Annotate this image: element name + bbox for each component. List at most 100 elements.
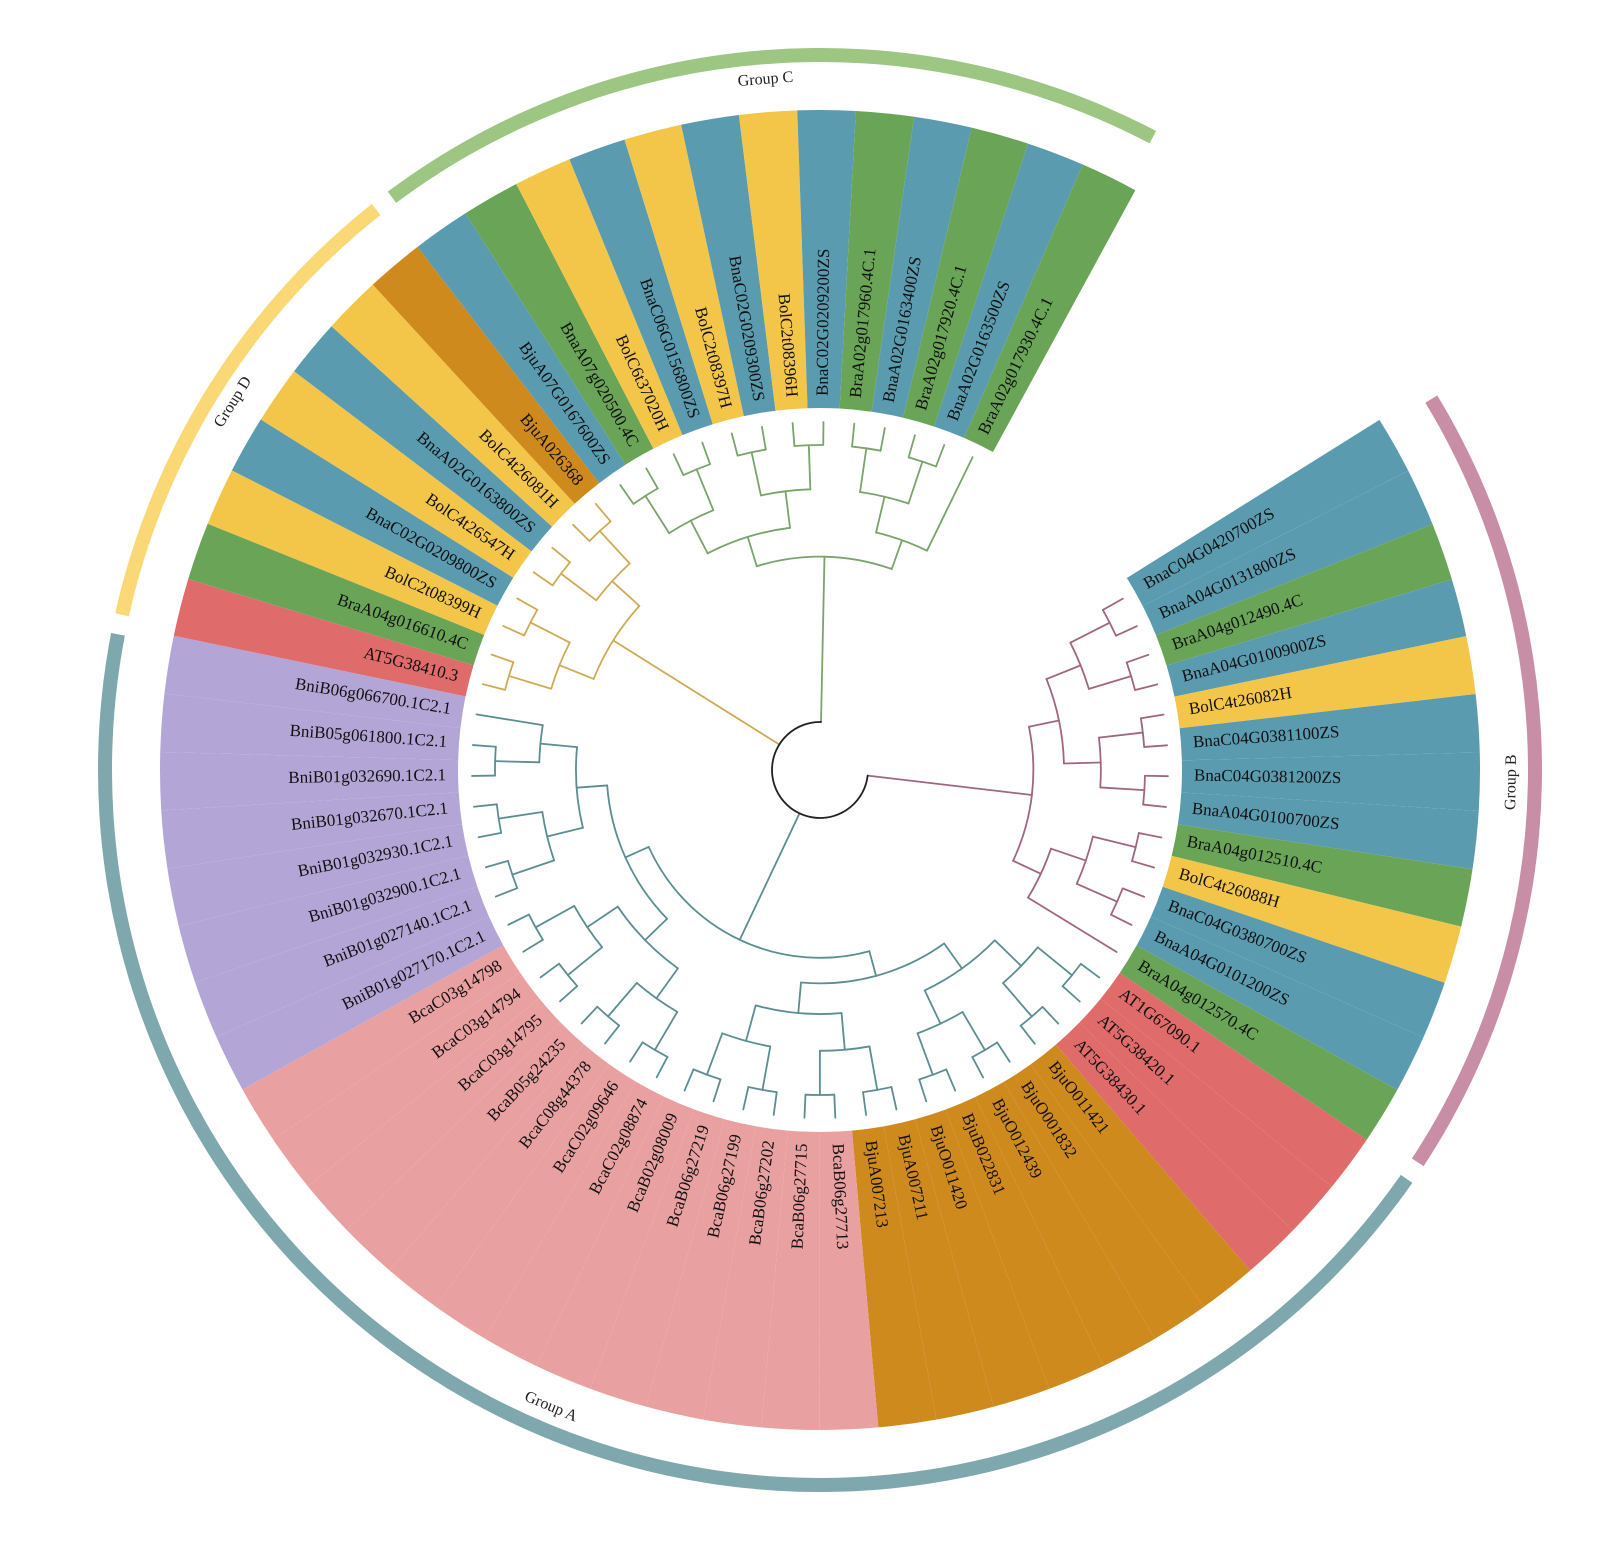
branch <box>791 422 796 447</box>
species-color-sectors <box>160 110 1480 1431</box>
branch <box>539 742 578 749</box>
species-sector <box>1179 693 1480 761</box>
leaf-label: BcaB06g27715 <box>787 1143 811 1250</box>
species-sector <box>178 855 478 983</box>
species-sector <box>1003 1064 1205 1339</box>
branch <box>945 1068 957 1092</box>
branch <box>1028 719 1060 728</box>
branch <box>594 502 612 523</box>
branch <box>797 981 802 1014</box>
species-sector <box>294 326 553 552</box>
branch <box>1142 803 1167 808</box>
branch <box>784 490 791 529</box>
branch <box>996 1041 1011 1063</box>
species-sector <box>1162 855 1462 983</box>
branch <box>706 1032 724 1076</box>
branch <box>1061 985 1081 1003</box>
species-sector <box>242 945 521 1140</box>
branch <box>551 546 571 564</box>
branch <box>961 1011 986 1051</box>
species-sector <box>1030 1044 1251 1307</box>
branch <box>532 571 554 587</box>
branch <box>575 784 609 789</box>
branch <box>494 760 541 764</box>
branch <box>619 484 635 505</box>
branch <box>580 1005 599 1025</box>
branch <box>1110 913 1133 926</box>
species-sector <box>797 110 856 409</box>
branch <box>993 939 1023 967</box>
branch <box>750 451 762 497</box>
species-sector <box>273 972 540 1187</box>
branch <box>516 597 539 611</box>
species-sector <box>417 213 626 484</box>
branch <box>859 447 868 493</box>
branch <box>655 1056 669 1079</box>
branch <box>833 1093 837 1119</box>
species-sector <box>1171 824 1473 927</box>
branch <box>1036 946 1073 977</box>
species-sector <box>839 110 915 412</box>
species-sector <box>195 886 489 1038</box>
branch <box>730 432 739 457</box>
branch <box>1063 761 1102 765</box>
species-sector <box>164 635 466 729</box>
branch <box>746 536 758 568</box>
species-sector <box>819 1130 879 1431</box>
species-sector <box>1079 998 1332 1231</box>
branch <box>807 444 812 491</box>
branch <box>1115 625 1138 637</box>
branch <box>508 675 553 690</box>
species-sector <box>173 578 474 697</box>
branch <box>862 1091 867 1116</box>
branch <box>1079 962 1101 979</box>
branch <box>644 494 671 535</box>
species-sector <box>372 246 600 504</box>
species-sector <box>188 523 485 666</box>
branch <box>745 1004 757 1042</box>
leaf-label: BnaC04G0381200ZS <box>1194 766 1342 788</box>
branch <box>572 523 591 542</box>
branch <box>539 962 560 979</box>
branch <box>701 441 711 466</box>
branch <box>1099 786 1146 792</box>
species-sector <box>207 470 498 635</box>
species-sector <box>883 1119 994 1420</box>
species-sector <box>1100 972 1367 1187</box>
branch <box>559 985 579 1003</box>
branch <box>522 938 544 953</box>
leaf-label: BniB01g032690.1C2.1 <box>288 765 446 787</box>
species-sector <box>465 184 654 465</box>
species-sector <box>1177 792 1479 870</box>
species-sector <box>160 751 459 811</box>
species-sector <box>1150 886 1445 1038</box>
species-sector <box>934 143 1083 438</box>
branch <box>1045 664 1082 680</box>
branch <box>598 530 631 565</box>
branch <box>890 1086 898 1111</box>
branch <box>477 831 503 839</box>
species-sector <box>536 1096 695 1389</box>
species-sector <box>1136 916 1424 1090</box>
branch <box>484 859 509 869</box>
branch <box>672 453 685 477</box>
species-sector <box>260 371 532 578</box>
branch <box>683 1068 695 1092</box>
species-sector <box>1126 419 1409 606</box>
species-sector <box>435 1064 637 1339</box>
branch <box>1069 621 1111 644</box>
species-sector <box>761 1130 820 1430</box>
branch <box>935 444 946 468</box>
species-sector <box>1166 579 1467 697</box>
branch <box>890 539 903 570</box>
species-sector <box>484 1081 665 1366</box>
branch <box>1091 835 1137 849</box>
branch <box>926 456 974 552</box>
species-sector <box>216 916 504 1090</box>
branch <box>1131 860 1155 869</box>
branch <box>875 495 886 534</box>
branch <box>695 468 715 512</box>
branch <box>742 1086 750 1111</box>
species-sector <box>1142 470 1433 636</box>
leaf-label: BnaC02G0209200ZS <box>813 249 833 397</box>
